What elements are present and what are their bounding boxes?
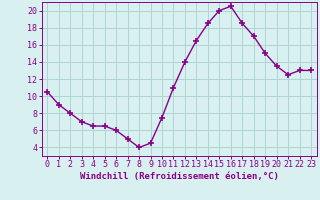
X-axis label: Windchill (Refroidissement éolien,°C): Windchill (Refroidissement éolien,°C) [80, 172, 279, 181]
